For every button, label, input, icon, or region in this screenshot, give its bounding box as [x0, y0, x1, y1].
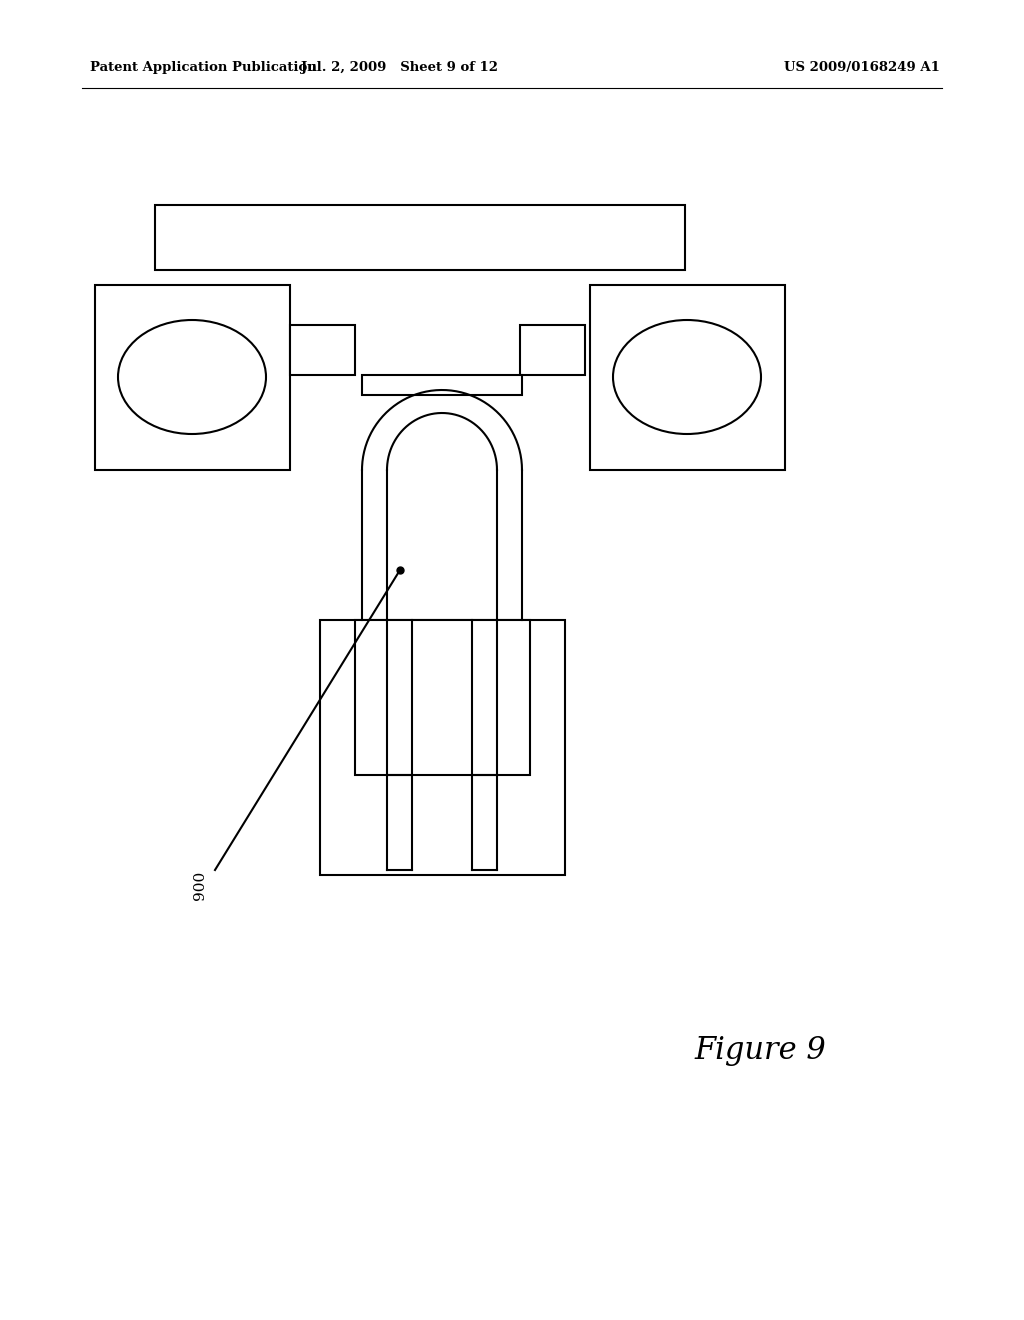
Bar	[590, 285, 785, 470]
Text: US 2009/0168249 A1: US 2009/0168249 A1	[784, 62, 940, 74]
Text: Patent Application Publication: Patent Application Publication	[90, 62, 316, 74]
Bar	[362, 375, 522, 395]
Bar	[319, 620, 565, 875]
Text: Jul. 2, 2009   Sheet 9 of 12: Jul. 2, 2009 Sheet 9 of 12	[301, 62, 499, 74]
Text: 900: 900	[193, 870, 207, 900]
Bar	[355, 620, 530, 775]
Ellipse shape	[118, 319, 266, 434]
Bar	[290, 325, 355, 375]
Text: Figure 9: Figure 9	[694, 1035, 826, 1065]
Ellipse shape	[613, 319, 761, 434]
Bar	[520, 325, 585, 375]
Bar	[95, 285, 290, 470]
Bar	[155, 205, 685, 271]
